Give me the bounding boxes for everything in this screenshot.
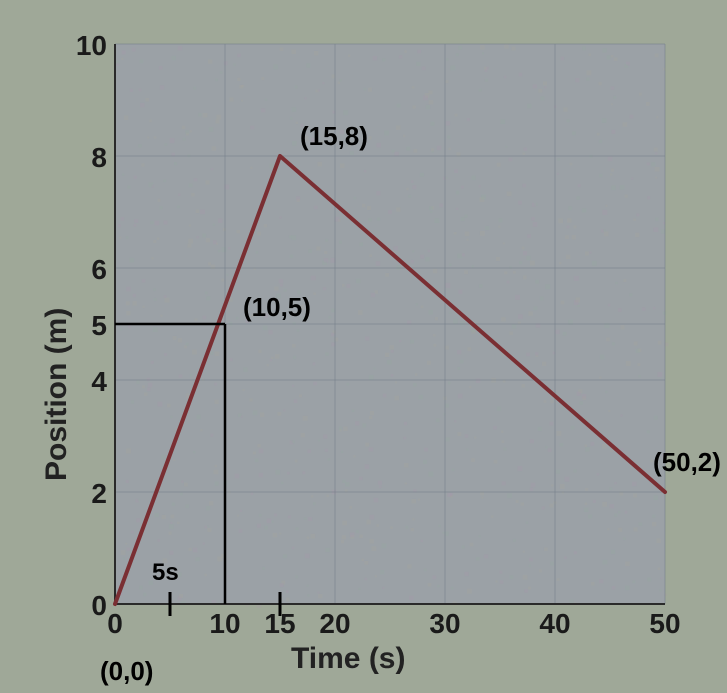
- x-tick-label: 20: [313, 608, 357, 640]
- annotation: (50,2): [653, 447, 721, 478]
- x-axis-label: Time (s): [291, 642, 405, 676]
- annotation: (10,5): [243, 292, 311, 323]
- annotation: (0,0): [100, 656, 153, 687]
- y-tick-label: 5: [67, 310, 107, 342]
- chart-container: Position (m) Time (s) 024568100102030405…: [0, 0, 727, 693]
- plot-area: [115, 44, 665, 604]
- x-tick-label: 40: [533, 608, 577, 640]
- y-tick-label: 6: [67, 254, 107, 286]
- y-tick-label: 8: [67, 142, 107, 174]
- x-tick-label: 10: [203, 608, 247, 640]
- y-tick-label: 2: [67, 478, 107, 510]
- x-tick-label: 0: [93, 608, 137, 640]
- y-tick-label: 10: [67, 30, 107, 62]
- x-tick-label-extra: 15: [262, 608, 298, 640]
- y-tick-label: 4: [67, 366, 107, 398]
- x-tick-label: 30: [423, 608, 467, 640]
- annotation: 5s: [152, 559, 179, 587]
- annotation: (15,8): [300, 121, 368, 152]
- x-tick-label: 50: [643, 608, 687, 640]
